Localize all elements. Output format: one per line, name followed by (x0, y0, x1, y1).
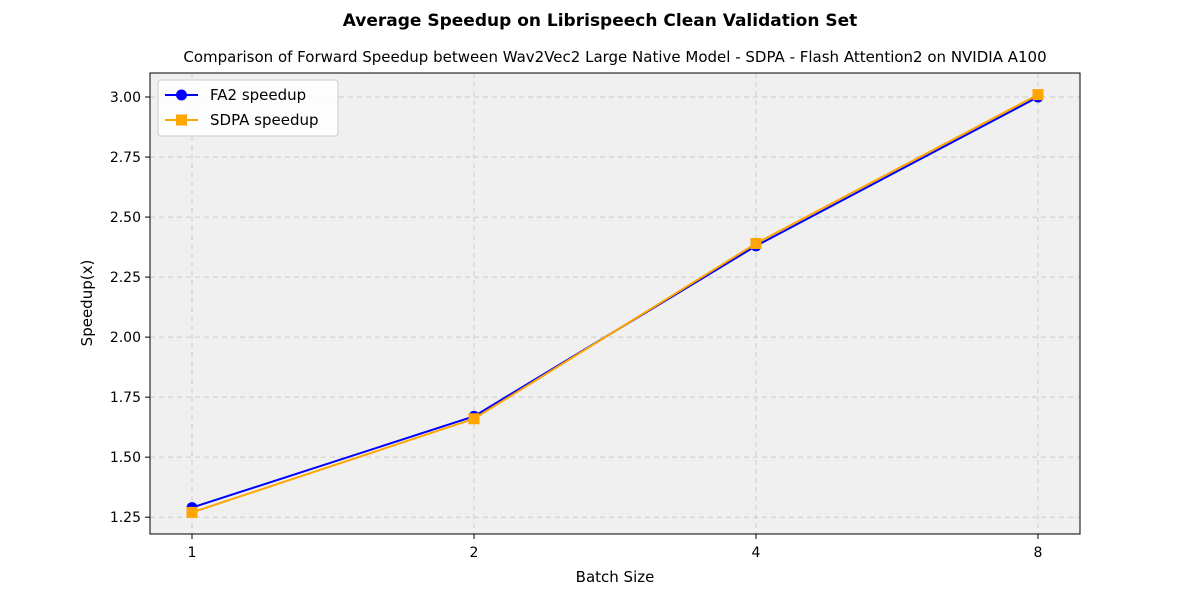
plot-area (150, 73, 1080, 534)
x-tick-label: 8 (1034, 545, 1043, 561)
legend-item: SDPA speedup (165, 111, 319, 129)
y-tick-label: 1.50 (110, 450, 141, 466)
ticks: 1.25 1.50 1.75 2.00 2.25 2.50 2.75 3.00 1 2 4 8 (110, 90, 1043, 561)
y-tick-label: 1.25 (110, 510, 141, 526)
chart-subtitle: Comparison of Forward Speedup between Wa… (183, 48, 1046, 66)
y-axis-label: Speedup(x) (78, 260, 96, 347)
series-line (191, 93, 1039, 514)
y-tick-label: 2.25 (110, 270, 141, 286)
x-tick-label: 1 (188, 545, 197, 561)
legend-item: FA2 speedup (165, 86, 306, 104)
legend-marker (176, 114, 187, 126)
x-tick-label: 2 (470, 545, 479, 561)
x-axis-label: Batch Size (576, 568, 655, 586)
x-tick-label: 4 (752, 545, 761, 561)
y-tick-label: 2.50 (110, 210, 141, 226)
y-tick-label: 2.00 (110, 330, 141, 346)
data-point (1032, 89, 1044, 101)
series-layer (186, 89, 1044, 518)
chart-title: Average Speedup on Librispeech Clean Val… (343, 11, 858, 31)
y-tick-label: 2.75 (110, 150, 141, 166)
data-point (750, 237, 762, 249)
y-tick-label: 3.00 (110, 90, 141, 106)
legend-box (157, 79, 339, 137)
legend-label: SDPA speedup (210, 111, 319, 129)
plot-frame (149, 72, 1081, 535)
series-2 (186, 89, 1044, 518)
legend-label: FA2 speedup (210, 86, 306, 104)
legend: FA2 speedup SDPA speedup (157, 79, 339, 137)
legend-marker (176, 89, 187, 101)
y-tick-label: 1.75 (110, 390, 141, 406)
data-point (468, 413, 480, 425)
data-point (186, 506, 198, 518)
